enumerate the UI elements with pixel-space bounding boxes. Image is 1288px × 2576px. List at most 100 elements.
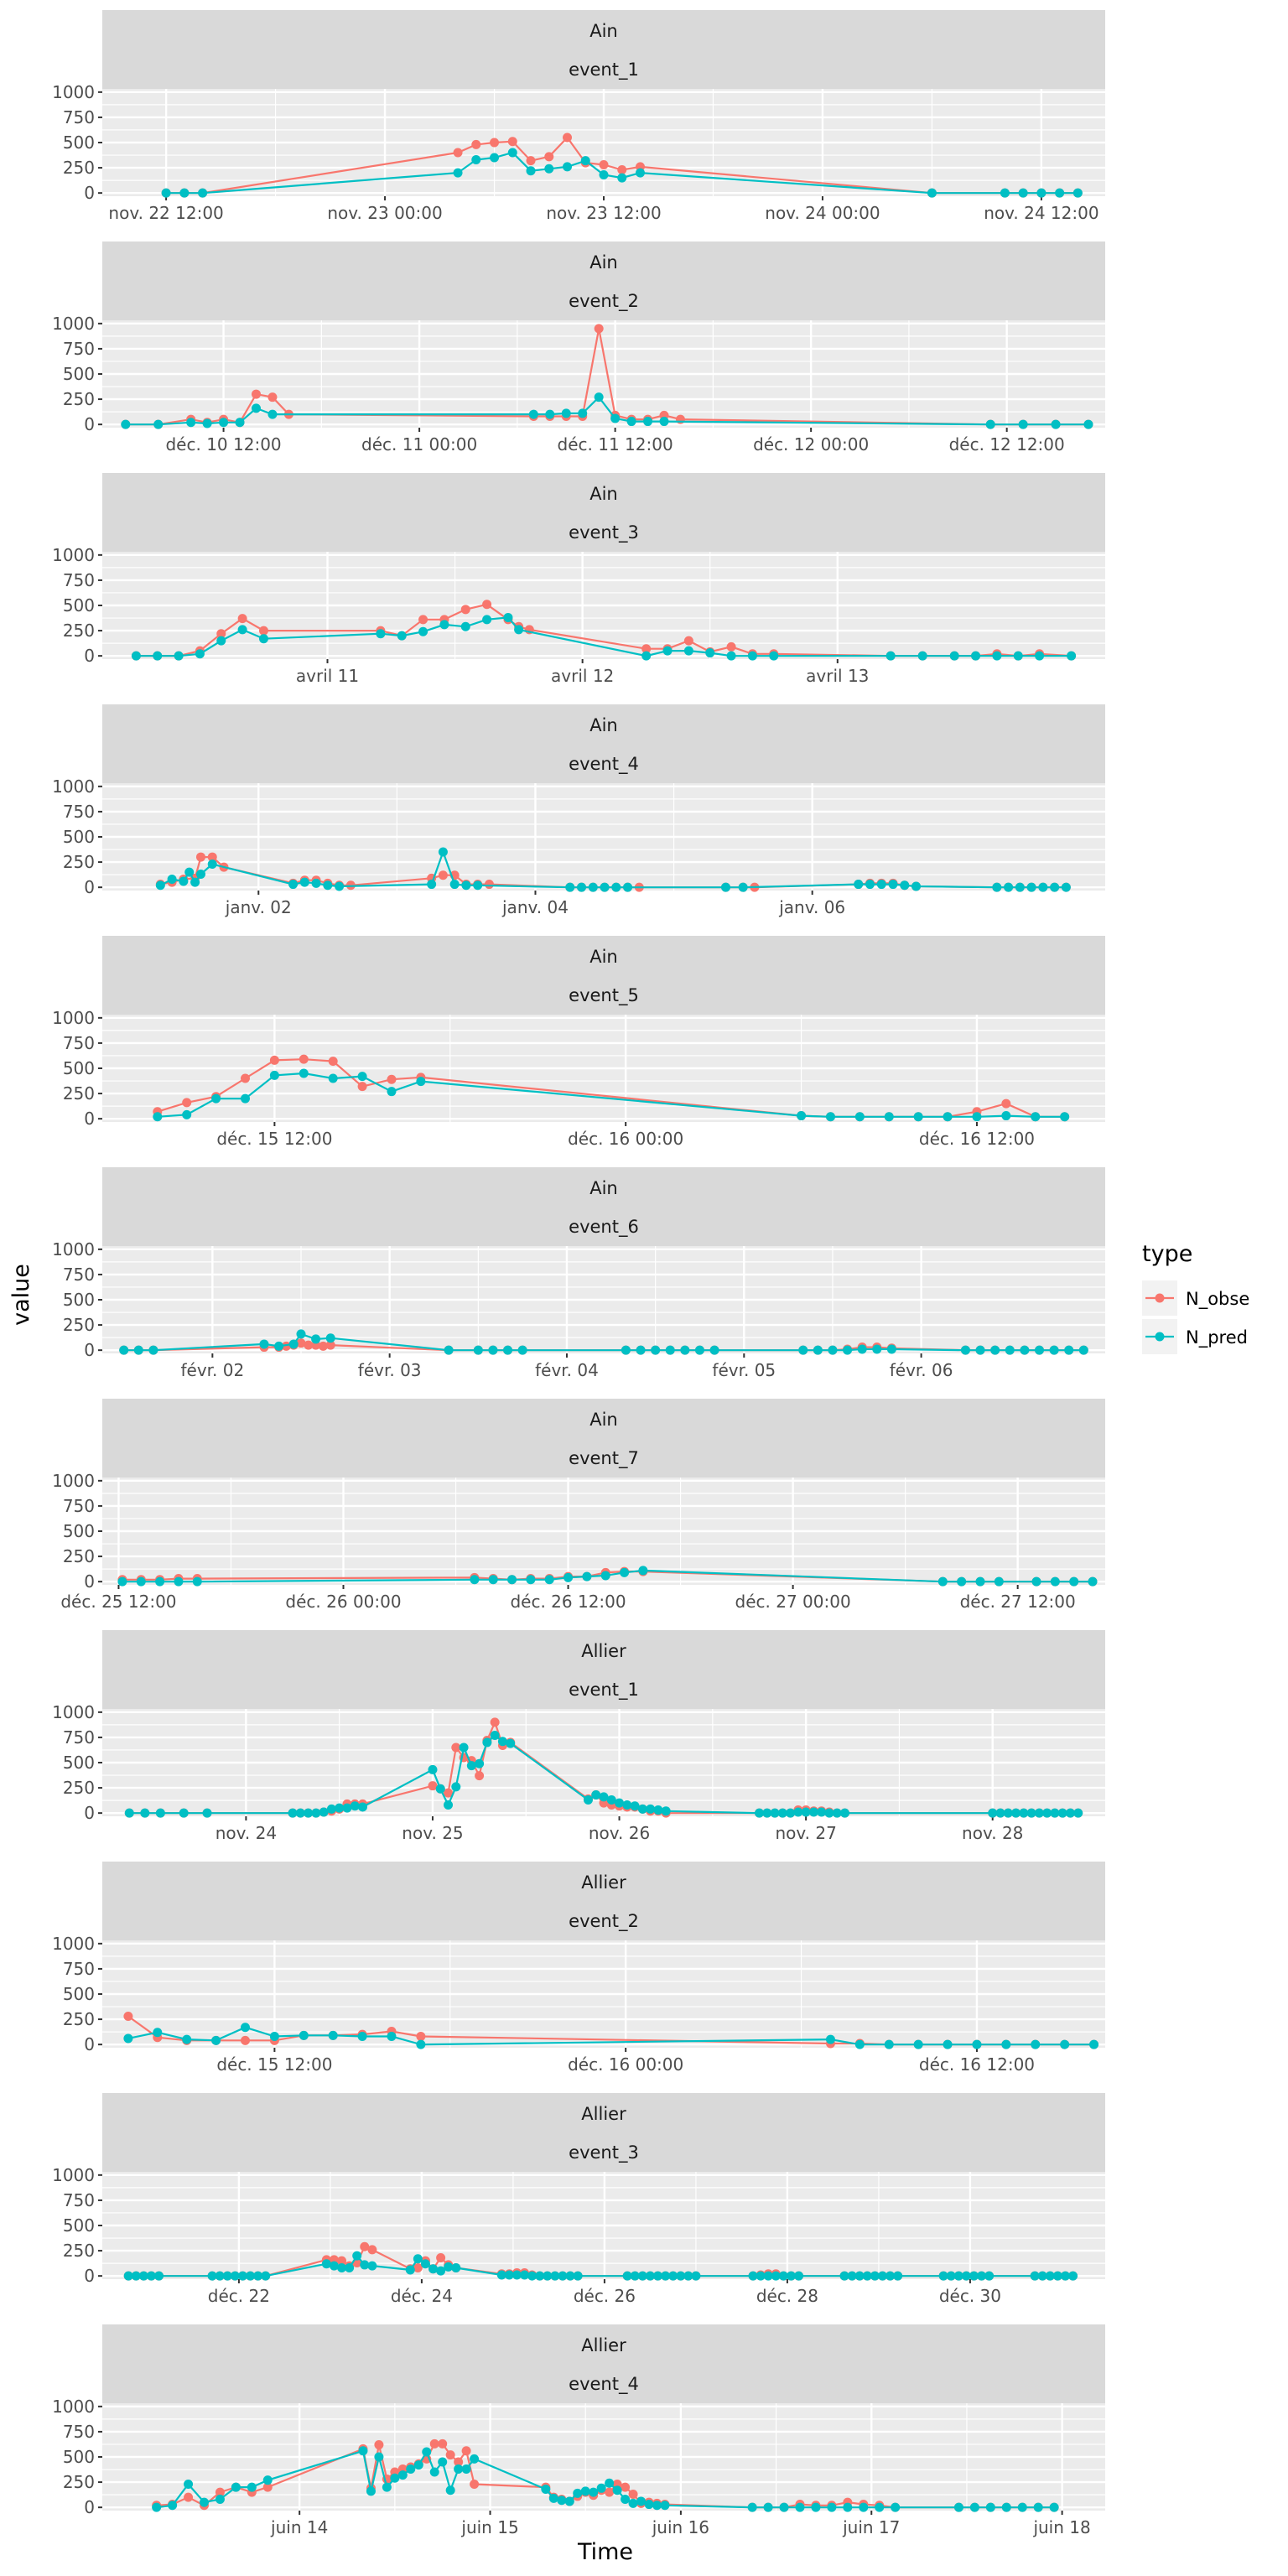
legend-entries: N_obse N_pred: [1142, 1280, 1249, 1354]
data-point-N_pred: [839, 2271, 849, 2281]
data-point-N_pred: [643, 417, 653, 427]
data-point-N_pred: [545, 409, 555, 419]
facet-panel: Ain event_2 0 250 500 750 1000 déc. 10 12:00 déc…: [52, 242, 1105, 454]
data-point-N_pred: [482, 615, 492, 625]
y-tick-label: 250: [63, 2241, 95, 2261]
data-point-N_pred: [620, 1567, 630, 1577]
x-tick-label: déc. 27 12:00: [960, 1592, 1076, 1612]
data-point-N_pred: [953, 2271, 963, 2281]
data-point-N_obse: [360, 2241, 370, 2251]
data-point-N_pred: [865, 880, 875, 890]
strip-label-event: event_2: [569, 1911, 639, 1932]
data-point-N_pred: [622, 2271, 632, 2281]
data-point-N_pred: [683, 646, 693, 656]
data-point-N_pred: [296, 1329, 306, 1339]
data-point-N_pred: [825, 1112, 835, 1122]
data-point-N_pred: [337, 2263, 347, 2273]
data-point-N_pred: [1015, 882, 1025, 892]
data-point-N_obse: [318, 1341, 328, 1351]
data-point-N_pred: [605, 2478, 615, 2488]
data-point-N_pred: [1088, 1576, 1098, 1587]
data-point-N_obse: [416, 2032, 426, 2042]
x-tick-label: janv. 06: [778, 897, 845, 917]
y-tick-label: 250: [63, 1083, 95, 1104]
data-point-N_pred: [1031, 1576, 1041, 1587]
data-point-N_pred: [237, 2271, 247, 2281]
strip-label-group: Ain: [589, 715, 618, 735]
data-point-N_pred: [1060, 2271, 1070, 2281]
data-point-N_pred: [1050, 882, 1060, 892]
y-tick-label: 1000: [52, 776, 95, 797]
data-point-N_pred: [995, 1808, 1005, 1818]
y-tick-label: 750: [63, 107, 95, 127]
data-point-N_pred: [418, 626, 428, 636]
data-point-N_pred: [1038, 882, 1048, 892]
x-tick-label: juin 18: [1032, 2517, 1090, 2537]
data-point-N_pred: [416, 2039, 426, 2049]
data-point-N_pred: [1037, 2271, 1047, 2281]
data-point-N_pred: [636, 1345, 646, 1355]
legend-key-point: [1155, 1293, 1165, 1303]
legend-title: type: [1142, 1241, 1192, 1267]
data-point-N_pred: [235, 418, 245, 428]
data-point-N_pred: [153, 419, 164, 429]
x-tick-label: nov. 28: [962, 1823, 1023, 1843]
facet-strip: [102, 936, 1105, 1015]
x-tick-label: déc. 16 12:00: [919, 2054, 1035, 2075]
data-point-N_pred: [219, 418, 229, 428]
x-tick-label: déc. 26 00:00: [285, 1592, 401, 1612]
x-tick-label: déc. 15 12:00: [216, 2054, 332, 2075]
data-point-N_pred: [859, 2502, 869, 2512]
data-point-N_pred: [274, 1341, 284, 1351]
data-point-N_pred: [259, 1339, 269, 1349]
data-point-N_pred: [621, 2495, 631, 2505]
x-tick-label: avril 11: [296, 666, 359, 686]
data-point-N_pred: [470, 1575, 480, 1585]
data-point-N_pred: [133, 1345, 143, 1355]
y-tick-label: 1000: [52, 82, 95, 102]
data-point-N_pred: [488, 1345, 498, 1355]
y-tick-label: 1000: [52, 1239, 95, 1259]
data-point-N_obse: [605, 2487, 615, 2497]
data-point-N_obse: [507, 137, 517, 147]
data-point-N_pred: [192, 1576, 202, 1587]
data-point-N_pred: [661, 1806, 671, 1816]
data-point-N_pred: [428, 2264, 439, 2274]
data-point-N_pred: [167, 875, 177, 885]
data-point-N_pred: [888, 880, 898, 890]
data-point-N_pred: [1017, 2502, 1027, 2512]
y-tick-label: 750: [63, 1727, 95, 1748]
data-point-N_obse: [445, 2450, 455, 2460]
data-point-N_pred: [862, 2271, 872, 2281]
x-tick-label: févr. 04: [535, 1360, 599, 1380]
data-point-N_pred: [1031, 2039, 1041, 2049]
data-point-N_pred: [623, 882, 633, 892]
data-point-N_pred: [311, 878, 321, 888]
data-point-N_pred: [1042, 1808, 1052, 1818]
data-point-N_pred: [367, 2261, 377, 2271]
data-point-N_pred: [267, 409, 278, 419]
data-point-N_pred: [589, 2487, 599, 2497]
data-point-N_pred: [957, 1576, 967, 1587]
y-tick-label: 1000: [52, 314, 95, 334]
data-point-N_obse: [269, 1055, 279, 1065]
data-point-N_pred: [429, 2467, 439, 2477]
data-point-N_pred: [565, 882, 575, 892]
data-point-N_pred: [626, 417, 636, 427]
data-point-N_pred: [600, 882, 610, 892]
data-point-N_pred: [246, 2271, 256, 2281]
x-tick-label: févr. 05: [712, 1360, 776, 1380]
data-point-N_pred: [946, 2271, 956, 2281]
data-point-N_obse: [304, 1340, 314, 1350]
strip-label-group: Allier: [581, 1872, 626, 1893]
strip-label-event: event_4: [569, 2374, 639, 2395]
data-point-N_pred: [891, 2502, 901, 2512]
data-point-N_pred: [148, 1345, 158, 1355]
data-point-N_pred: [694, 1345, 704, 1355]
y-tick-label: 750: [63, 802, 95, 822]
data-point-N_pred: [779, 2502, 789, 2512]
data-point-N_obse: [436, 2253, 446, 2263]
data-point-N_pred: [611, 882, 621, 892]
data-point-N_pred: [961, 2271, 971, 2281]
data-point-N_pred: [497, 1737, 507, 1747]
